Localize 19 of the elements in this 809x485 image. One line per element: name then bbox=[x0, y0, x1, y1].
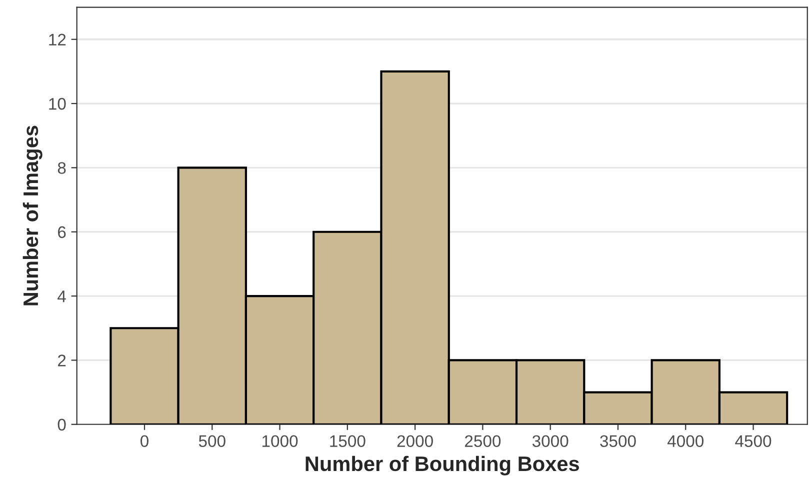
x-tick-label: 2000 bbox=[397, 435, 433, 448]
y-axis-title: Number of Images bbox=[22, 126, 42, 306]
x-tick-label: 4500 bbox=[735, 435, 772, 448]
x-tick-label: 0 bbox=[140, 435, 148, 448]
y-tick-label: 12 bbox=[49, 34, 66, 46]
x-axis-title: Number of Bounding Boxes bbox=[306, 456, 580, 476]
x-tick-label: 4000 bbox=[667, 435, 704, 448]
y-tick-label: 8 bbox=[58, 162, 66, 174]
x-tick-label: 500 bbox=[198, 435, 226, 448]
x-tick-label: 2500 bbox=[465, 435, 501, 448]
y-tick-label: 0 bbox=[58, 418, 66, 431]
x-tick-label: 3000 bbox=[532, 435, 568, 448]
x-tick-label: 3500 bbox=[600, 435, 636, 448]
y-tick-label: 4 bbox=[58, 290, 66, 302]
y-tick-label: 10 bbox=[49, 98, 66, 110]
y-tick-label: 2 bbox=[58, 354, 66, 366]
x-tick-label: 1500 bbox=[330, 435, 366, 448]
y-tick-label: 6 bbox=[58, 226, 66, 238]
x-tick-label: 1000 bbox=[262, 435, 298, 448]
